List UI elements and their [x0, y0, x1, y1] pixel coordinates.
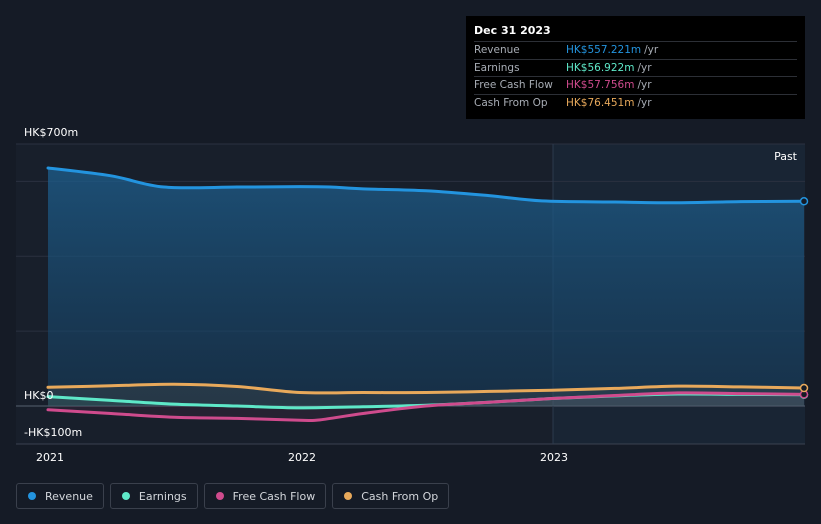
series-endpoint-revenue	[799, 197, 809, 206]
series-area-earnings	[48, 393, 804, 408]
tooltip-unit: /yr	[637, 79, 652, 92]
legend-item-cash-from-op[interactable]: Cash From Op	[332, 483, 450, 509]
series-line-free-cash-flow	[46, 391, 806, 423]
y-tick-label: HK$0	[24, 389, 53, 402]
tooltip-value: HK$57.756m	[566, 79, 635, 92]
tooltip-label: Free Cash Flow	[474, 79, 553, 92]
past-label: Past	[774, 150, 798, 163]
legend-label: Revenue	[45, 489, 93, 503]
x-tick-label: 2022	[288, 451, 316, 464]
tooltip: Dec 31 2023 Revenue HK$557.221m /yr Earn…	[466, 16, 805, 119]
tooltip-label: Cash From Op	[474, 96, 548, 109]
legend-dot-icon	[121, 492, 130, 500]
tooltip-row-cash-from-op: Cash From Op HK$76.451m /yr	[474, 93, 797, 112]
series-area-revenue	[48, 167, 804, 406]
tooltip-value: HK$557.221m	[566, 44, 642, 57]
tooltip-unit: /yr	[644, 44, 659, 57]
legend-label: Free Cash Flow	[232, 489, 316, 503]
legend-item-revenue[interactable]: Revenue	[16, 483, 104, 509]
y-tick-label: -HK$100m	[24, 426, 82, 439]
tooltip-label: Revenue	[474, 44, 520, 57]
tooltip-unit: /yr	[637, 61, 652, 74]
tooltip-value: HK$56.922m	[566, 61, 635, 74]
tooltip-value: HK$76.451m	[566, 96, 635, 109]
legend-dot-icon	[344, 492, 353, 500]
series-line-cash-from-op	[46, 382, 806, 395]
tooltip-row-free-cash-flow: Free Cash Flow HK$57.756m /yr	[474, 76, 797, 94]
series-area-free-cash-flow	[48, 392, 804, 421]
y-tick-label: HK$700m	[24, 126, 78, 139]
tooltip-unit: /yr	[637, 96, 652, 109]
legend: Revenue Earnings Free Cash Flow Cash Fro…	[16, 483, 450, 509]
series-line-revenue	[46, 166, 806, 205]
tooltip-date: Dec 31 2023	[474, 24, 551, 37]
legend-dot-icon	[215, 492, 224, 500]
legend-label: Earnings	[138, 489, 187, 503]
legend-item-free-cash-flow[interactable]: Free Cash Flow	[203, 483, 327, 509]
x-tick-label: 2023	[540, 451, 568, 464]
tooltip-row-revenue: Revenue HK$557.221m /yr	[474, 41, 797, 59]
legend-dot-icon	[28, 492, 36, 500]
series-endpoint-cash-from-op	[799, 383, 809, 393]
tooltip-row-earnings: Earnings HK$56.922m /yr	[474, 58, 797, 77]
legend-label: Cash From Op	[361, 489, 439, 503]
x-tick-label: 2021	[36, 451, 64, 464]
legend-item-earnings[interactable]: Earnings	[109, 483, 198, 509]
tooltip-label: Earnings	[474, 61, 520, 74]
